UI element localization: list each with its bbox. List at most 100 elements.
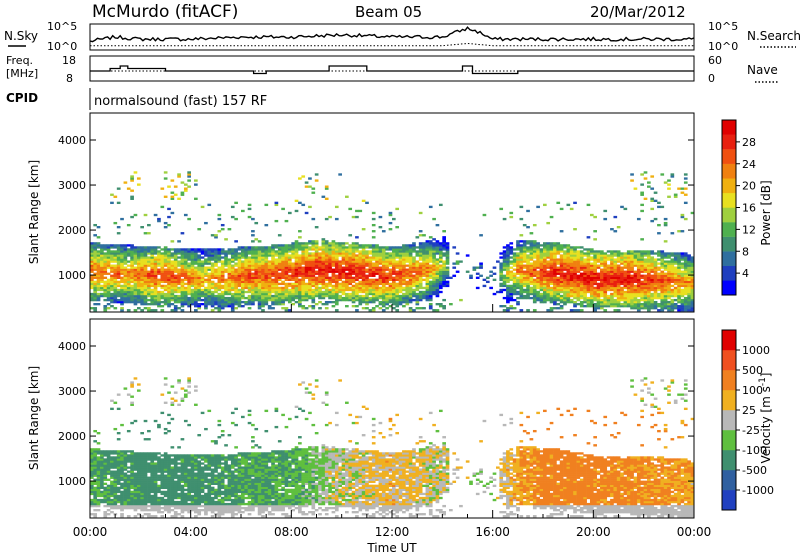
power-cell: [489, 274, 493, 277]
power-cell: [529, 288, 534, 292]
power-cell: [311, 292, 316, 296]
power-cell: [106, 296, 111, 300]
power-cell: [294, 252, 299, 255]
power-cell: [254, 262, 259, 265]
power-cell: [251, 258, 255, 261]
power-cell: [392, 286, 396, 290]
power-cell: [643, 298, 648, 302]
power-cell: [96, 258, 101, 261]
power-cell: [539, 250, 544, 253]
power-cell: [244, 268, 249, 271]
power-cell: [529, 272, 534, 275]
power-cell: [368, 250, 373, 253]
power-cell: [526, 276, 530, 279]
power-cell: [647, 274, 651, 277]
power-cell: [586, 276, 591, 279]
power-cell: [180, 278, 185, 282]
power-cell: [526, 250, 530, 253]
power-cell: [298, 254, 302, 257]
power-cell: [569, 292, 574, 296]
power-cell: [643, 303, 648, 306]
power-cell: [536, 274, 540, 277]
power-cell: [516, 256, 520, 259]
power-cell: [284, 290, 289, 294]
power-cell: [405, 268, 410, 271]
power-cell: [126, 223, 131, 227]
power-cell: [167, 300, 171, 304]
velocity-cell: [93, 490, 98, 494]
power-cell: [210, 305, 215, 308]
power-cell: [160, 252, 165, 255]
power-cell: [583, 296, 587, 300]
power-cell: [96, 282, 101, 286]
power-cell: [472, 266, 477, 269]
power-cell: [130, 189, 134, 192]
power-cell: [214, 262, 218, 265]
power-cell: [247, 300, 252, 304]
power-cell: [549, 242, 554, 245]
power-cell: [365, 296, 369, 300]
power-cell: [640, 258, 644, 261]
power-cell: [532, 278, 537, 282]
power-cell: [241, 264, 245, 267]
power-cell: [294, 276, 299, 279]
power-cell: [237, 296, 242, 300]
power-cell: [227, 266, 232, 269]
power-cell: [673, 278, 678, 282]
power-cell: [180, 268, 185, 271]
power-cell: [321, 238, 326, 241]
power-cell: [90, 282, 94, 286]
power-cell: [264, 252, 269, 255]
power-cell: [214, 282, 218, 286]
power-cell: [120, 298, 124, 302]
power-cell: [620, 288, 624, 292]
power-cell: [318, 278, 322, 282]
power-cell: [690, 284, 695, 288]
power-cell: [271, 307, 275, 310]
power-cell: [365, 298, 369, 302]
power-cell: [660, 286, 665, 290]
power-cell: [217, 286, 222, 290]
power-cell: [291, 270, 295, 273]
power-cell: [606, 286, 611, 290]
power-cell: [214, 298, 218, 302]
power-cell: [596, 258, 601, 261]
power-cell: [442, 240, 446, 243]
power-cell: [546, 282, 551, 286]
power-cell: [244, 260, 249, 263]
power-cell: [210, 262, 215, 265]
power-cell: [287, 246, 292, 249]
power-cell: [589, 292, 594, 296]
power-cell: [371, 256, 376, 259]
power-cell: [392, 268, 396, 271]
power-cell: [673, 266, 678, 269]
power-cell: [365, 292, 369, 296]
power-cell: [130, 268, 134, 271]
power-cell: [230, 282, 235, 286]
power-cell: [187, 274, 191, 277]
power-cell: [355, 264, 359, 267]
colorbar-swatch: [722, 236, 736, 252]
power-cell: [267, 278, 272, 282]
power-cell: [563, 290, 567, 294]
power-cell: [576, 266, 581, 269]
power-cell: [593, 260, 597, 263]
power-cell: [683, 274, 688, 277]
power-cell: [589, 284, 594, 288]
power-cell: [257, 248, 262, 251]
power-cell: [673, 294, 678, 298]
power-cell: [113, 272, 118, 275]
power-cell: [220, 264, 225, 267]
power-cell: [405, 292, 410, 296]
power-cell: [415, 262, 420, 265]
power-cell: [526, 284, 530, 288]
power-cell: [170, 288, 175, 292]
power-cell: [442, 236, 446, 239]
power-cell: [643, 286, 648, 290]
power-cell: [392, 303, 396, 306]
power-cell: [324, 276, 329, 279]
power-cell: [301, 250, 306, 253]
power-cell: [519, 246, 524, 249]
power-cell: [227, 284, 232, 288]
power-cell: [234, 274, 238, 277]
